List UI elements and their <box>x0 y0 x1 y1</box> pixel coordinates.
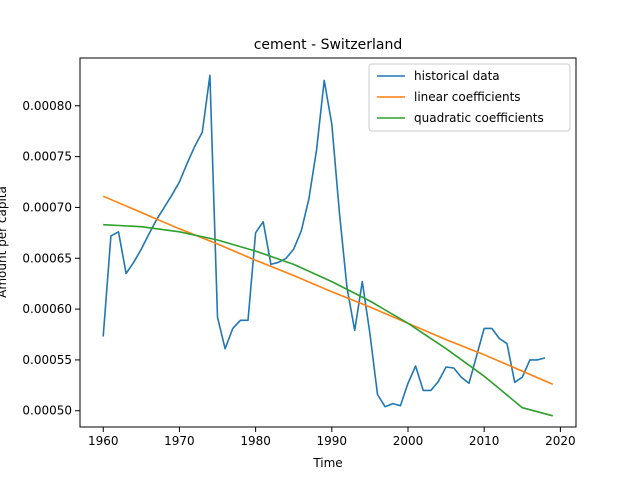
legend-label-historical-data: historical data <box>414 69 500 83</box>
y-tick-label: 0.00060 <box>22 302 72 316</box>
series-line-quadratic-coefficients <box>103 223 554 417</box>
y-tick-label: 0.00075 <box>22 150 72 164</box>
legend-box <box>368 63 571 132</box>
x-axis: 1960 1970 1980 1990 2000 2010 2020 <box>88 427 576 448</box>
plot-series <box>102 74 554 417</box>
y-axis: 0.00050 0.00055 0.00060 0.00065 0.00070 0.000… <box>22 99 80 418</box>
x-tick-label: 2020 <box>545 434 576 448</box>
x-tick-label: 1960 <box>88 434 119 448</box>
series-line-historical-data <box>102 74 546 408</box>
legend-label-quadratic-coefficients: quadratic coefficients <box>414 111 544 125</box>
x-axis-label: Time <box>312 456 342 470</box>
y-tick-label: 0.00050 <box>22 404 72 418</box>
y-tick-label: 0.00080 <box>22 99 72 113</box>
x-tick-label: 1980 <box>240 434 271 448</box>
axes-frame <box>79 57 577 428</box>
x-tick-label: 1970 <box>164 434 195 448</box>
series-line-linear-coefficients <box>102 195 554 386</box>
x-tick-label: 2000 <box>393 434 424 448</box>
chart-title: cement - Switzerland <box>254 37 403 53</box>
x-tick-label: 2010 <box>469 434 500 448</box>
legend: historical data linear coefficients quadra… <box>368 63 571 132</box>
y-tick-label: 0.00065 <box>22 251 72 265</box>
x-tick-label: 1990 <box>317 434 348 448</box>
legend-label-linear-coefficients: linear coefficients <box>414 90 521 104</box>
y-tick-label: 0.00055 <box>22 353 72 367</box>
y-axis-label: Amount per capita <box>0 186 9 298</box>
y-tick-label: 0.00070 <box>22 200 72 214</box>
